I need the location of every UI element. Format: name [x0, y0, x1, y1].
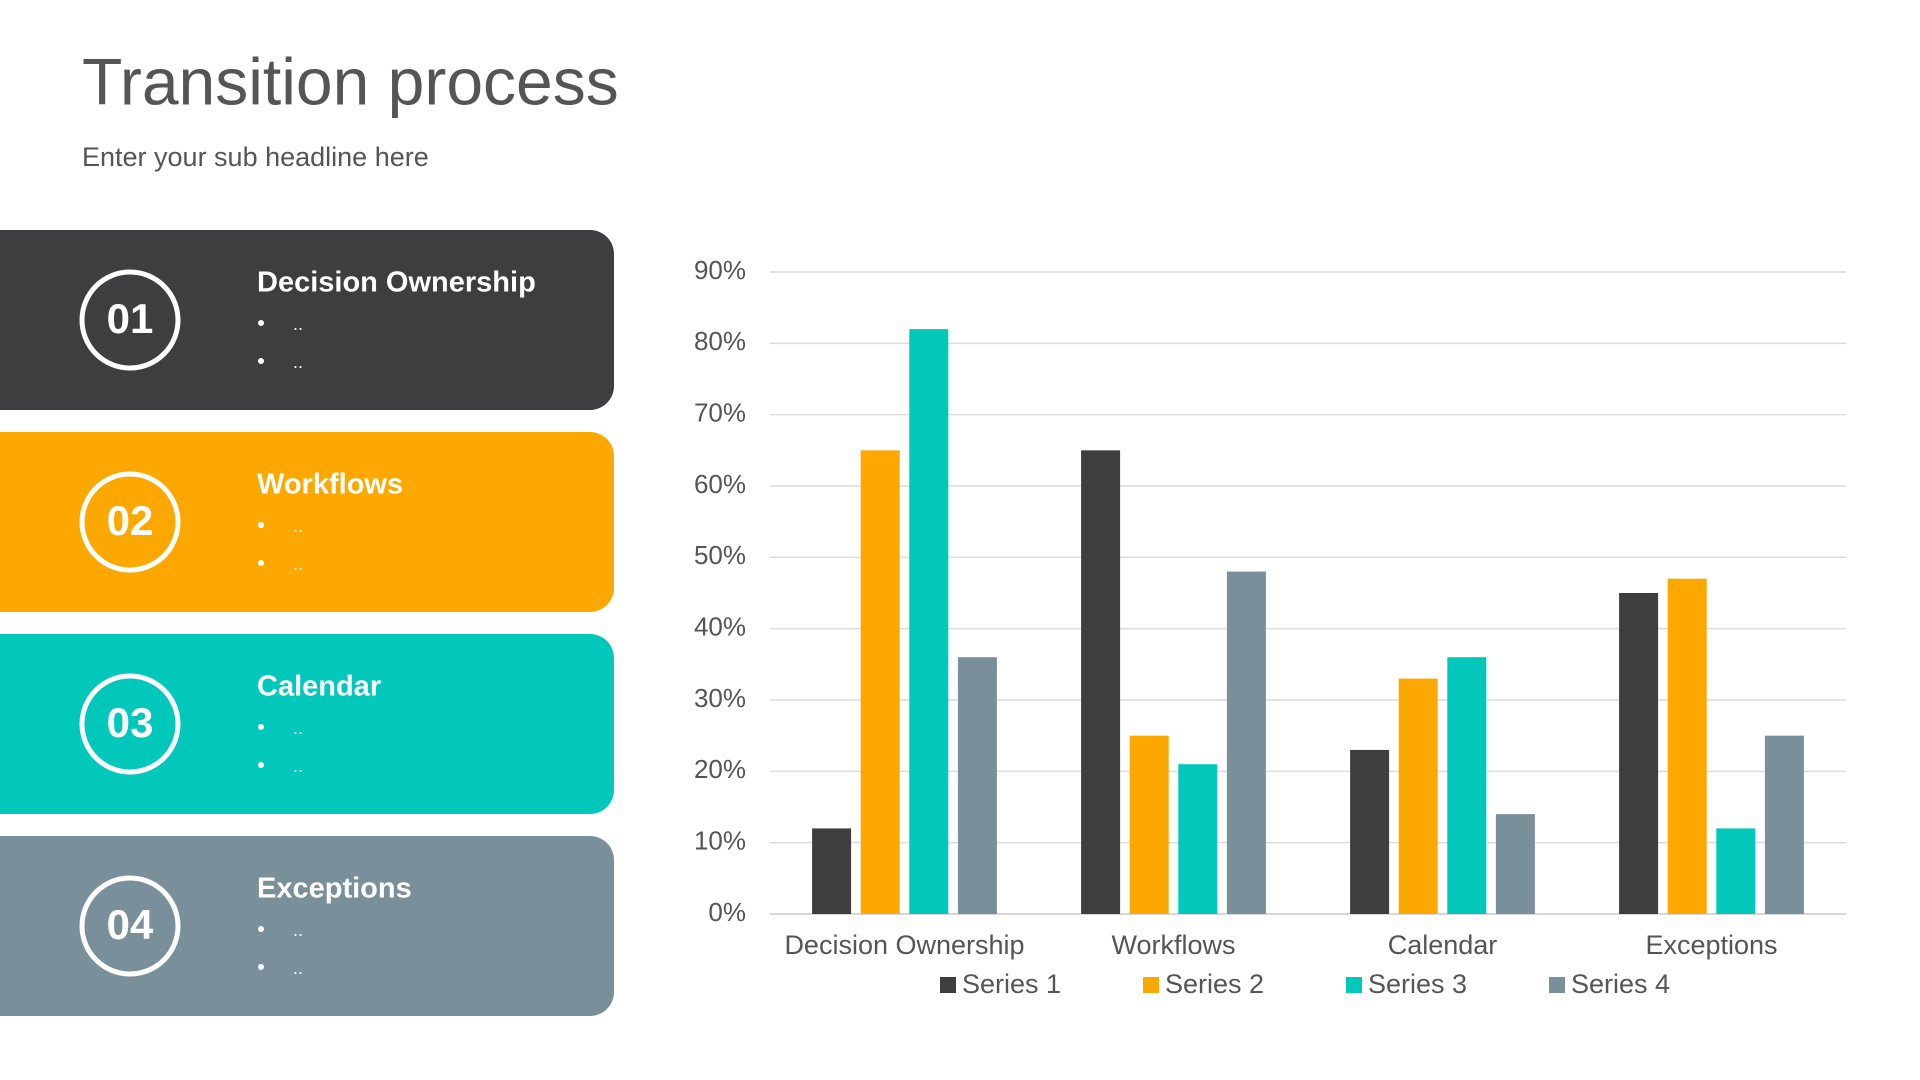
card	[0, 634, 614, 814]
page-subtitle: Enter your sub headline here	[82, 142, 429, 172]
card-number: 01	[107, 295, 154, 342]
y-tick-label: 80%	[694, 326, 746, 356]
card-bullet: ..	[293, 516, 303, 536]
card-title: Workflows	[257, 469, 403, 501]
bar	[860, 450, 900, 914]
y-tick-label: 50%	[694, 540, 746, 570]
card-title: Calendar	[257, 671, 381, 703]
bullet-dot	[258, 724, 264, 730]
card-bullet: ..	[293, 554, 303, 574]
bar	[1226, 571, 1266, 914]
bullet-dot	[258, 762, 264, 768]
bar	[1667, 578, 1707, 914]
card-title: Exceptions	[257, 873, 412, 905]
y-tick-label: 90%	[694, 255, 746, 285]
legend-swatch	[1143, 977, 1159, 993]
x-tick-label: Exceptions	[1645, 930, 1777, 960]
legend-swatch	[940, 977, 956, 993]
number-ring	[79, 471, 181, 573]
bar	[957, 657, 997, 914]
bar	[1398, 678, 1438, 914]
card-bullet: ..	[293, 920, 303, 940]
card	[0, 230, 614, 410]
card-bullet: ..	[293, 958, 303, 978]
bar	[1619, 593, 1659, 914]
bar	[1350, 749, 1390, 914]
bar	[909, 329, 949, 915]
legend-swatch	[1346, 977, 1362, 993]
card	[0, 836, 614, 1016]
x-tick-label: Calendar	[1388, 930, 1498, 960]
number-ring	[79, 673, 181, 775]
legend-swatch	[1549, 977, 1565, 993]
bar	[1447, 657, 1487, 914]
y-tick-label: 20%	[694, 754, 746, 784]
y-tick-label: 60%	[694, 469, 746, 499]
x-tick-label: Workflows	[1111, 930, 1235, 960]
y-tick-label: 0%	[708, 897, 746, 927]
bar	[1495, 814, 1535, 914]
number-ring	[79, 269, 181, 371]
y-tick-label: 70%	[694, 398, 746, 428]
bar	[1081, 450, 1121, 914]
bar	[1716, 828, 1756, 914]
bar	[1178, 764, 1218, 914]
card-number: 02	[107, 497, 154, 544]
legend-label: Series 2	[1165, 969, 1264, 999]
y-tick-label: 10%	[694, 826, 746, 856]
bullet-dot	[258, 964, 264, 970]
bullet-dot	[258, 560, 264, 566]
y-tick-label: 40%	[694, 612, 746, 642]
card-bullet: ..	[293, 718, 303, 738]
y-tick-label: 30%	[694, 683, 746, 713]
bar	[1129, 735, 1169, 914]
x-tick-label: Decision Ownership	[784, 930, 1024, 960]
card-bullet: ..	[293, 352, 303, 372]
card-number: 04	[107, 901, 154, 948]
bullet-dot	[258, 358, 264, 364]
bar	[812, 828, 852, 914]
bullet-dot	[258, 320, 264, 326]
page-title: Transition process	[82, 44, 619, 118]
legend-label: Series 3	[1368, 969, 1467, 999]
card-bullet: ..	[293, 314, 303, 334]
bullet-dot	[258, 522, 264, 528]
bullet-dot	[258, 926, 264, 932]
legend-label: Series 1	[962, 969, 1061, 999]
card-title: Decision Ownership	[257, 267, 536, 299]
card-number: 03	[107, 699, 154, 746]
legend-label: Series 4	[1571, 969, 1670, 999]
card	[0, 432, 614, 612]
number-ring	[79, 875, 181, 977]
bar	[1764, 735, 1804, 914]
card-bullet: ..	[293, 756, 303, 776]
